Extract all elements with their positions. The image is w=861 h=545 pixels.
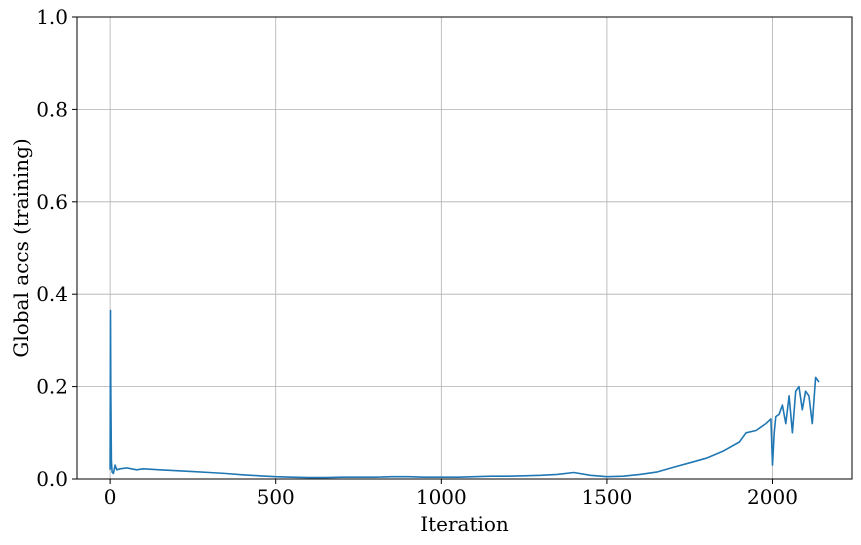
plot-frame [76,16,853,480]
y-tick-label: 0.0 [36,467,68,491]
x-tick-label: 500 [257,485,295,509]
y-tick-label: 1.0 [36,5,68,29]
series-line [109,309,820,479]
ticks: 0 500 1000 1500 2000 0.0 0.2 0.4 0.6 0.8 1.0 [36,5,798,509]
x-tick-label: 1000 [416,485,467,509]
y-tick-label: 0.8 [36,97,68,121]
x-tick-label: 2000 [747,485,798,509]
x-axis-label: Iteration [420,512,509,536]
y-tick-label: 0.6 [36,190,68,214]
series-line-group [109,309,820,479]
y-axis-label: Global accs (training) [9,138,33,357]
y-tick-label: 0.2 [36,375,68,399]
x-tick-label: 0 [104,485,117,509]
x-tick-label: 1500 [581,485,632,509]
grid [77,16,852,480]
y-tick-label: 0.4 [36,282,68,306]
